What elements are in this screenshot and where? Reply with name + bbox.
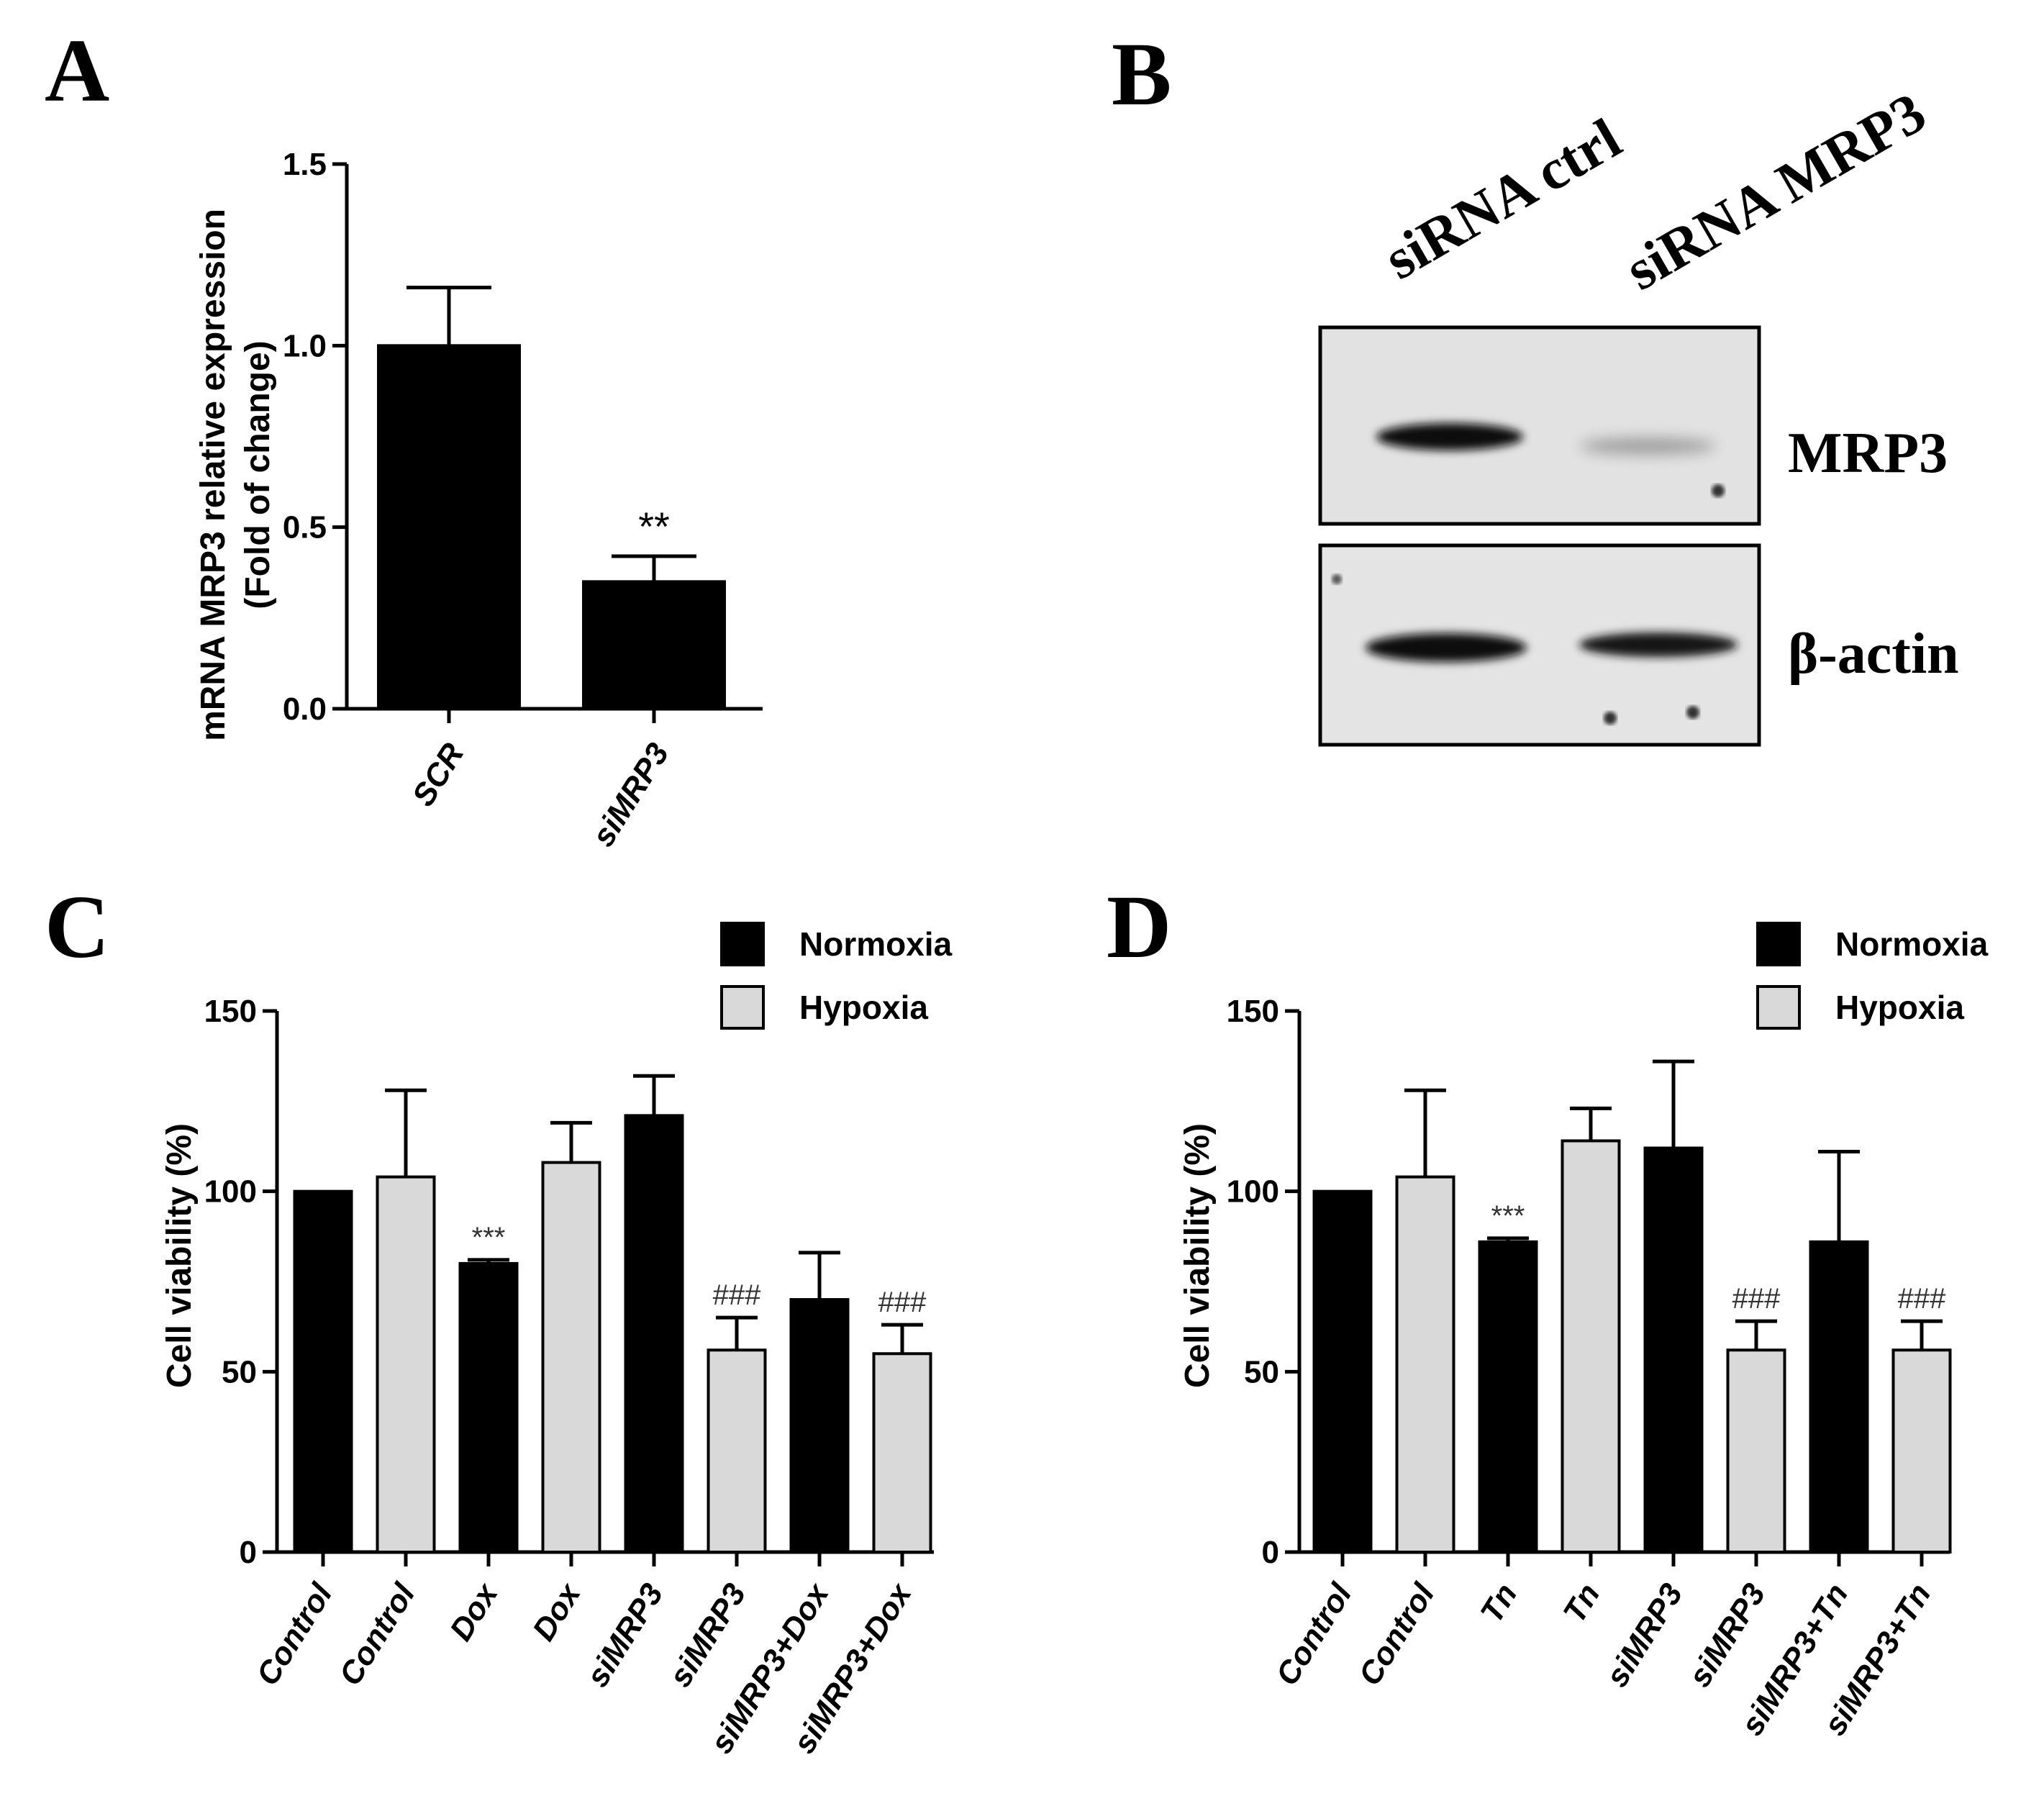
panel-letter-b: B: [1112, 25, 1171, 124]
bar-normoxia: [1643, 1146, 1704, 1554]
bar-hypoxia: [872, 1352, 932, 1554]
panel-letter-a: A: [45, 22, 109, 121]
x-tick-label: siMRP3: [663, 1577, 753, 1693]
significance-marker: ###: [1732, 1283, 1781, 1315]
blot-speck: [1604, 712, 1617, 725]
y-tick-label: 0.5: [283, 510, 327, 545]
row-label-mrp3: MRP3: [1788, 422, 1948, 485]
y-axis-label-c: Cell viability (%): [160, 1123, 199, 1388]
bar-normoxia: [458, 1261, 519, 1554]
y-axis-label-a-line2: (Fold of change): [239, 340, 277, 609]
chart-c: Cell viability (%) 0 50 100 150 ControlContr…: [160, 922, 953, 1759]
bar-normoxia: [1478, 1240, 1538, 1554]
x-tick-label: siMRP3: [586, 737, 676, 853]
y-tick-label: 150: [204, 994, 257, 1029]
row-label-beta-actin: β-actin: [1788, 622, 1959, 686]
x-tick-label: Tn: [1556, 1577, 1607, 1629]
x-tick-label: Control: [332, 1577, 422, 1692]
significance-marker: ***: [472, 1222, 506, 1253]
band-mrp3-sirna: [1579, 438, 1716, 454]
y-tick-label: 150: [1227, 994, 1279, 1029]
bar-hypoxia: [1561, 1139, 1621, 1554]
legend-label-normoxia: Normoxia: [1835, 925, 1989, 963]
y-axis-label-a: mRNA MRP3 relative expression (Fold of c…: [194, 209, 277, 741]
y-axis-label-a-line1: mRNA MRP3 relative expression: [194, 209, 232, 741]
y-tick-label: 100: [204, 1174, 257, 1210]
bar-hypoxia: [707, 1348, 767, 1554]
significance-marker: ###: [878, 1287, 927, 1318]
panel-letter-d: D: [1107, 878, 1171, 977]
y-tick-label: 100: [1227, 1174, 1279, 1210]
legend-label-normoxia: Normoxia: [799, 925, 953, 963]
blot-speck: [1686, 706, 1699, 719]
bar-normoxia: [582, 580, 726, 710]
y-tick-label: 0: [240, 1535, 257, 1570]
band-actin-sirna: [1579, 632, 1738, 657]
bar-hypoxia: [1891, 1348, 1952, 1554]
blot-speck: [1712, 484, 1725, 497]
bar-normoxia: [1809, 1240, 1869, 1554]
y-tick-label: 1.0: [283, 328, 327, 363]
blot-speck: [1332, 574, 1342, 584]
panel-letter-c: C: [45, 878, 109, 977]
blot-frame-mrp3: [1318, 325, 1761, 526]
legend-swatch-hypoxia: [1756, 985, 1801, 1030]
legend-swatch-normoxia: [720, 922, 765, 966]
legend-swatch-normoxia: [1756, 922, 1801, 966]
x-tick-label: Dox: [526, 1577, 588, 1647]
x-tick-label: siMRP3: [1682, 1577, 1773, 1693]
bar-hypoxia: [1726, 1348, 1786, 1554]
x-tick-label: siMRP3: [580, 1577, 671, 1693]
y-axis-label-d: Cell viability (%): [1178, 1123, 1217, 1388]
bar-hypoxia: [541, 1161, 601, 1554]
legend-label-hypoxia: Hypoxia: [1835, 989, 1964, 1026]
bar-normoxia: [789, 1298, 850, 1554]
y-tick-label: 0.0: [283, 691, 327, 727]
x-tick-label: Dox: [443, 1577, 505, 1647]
y-tick-label: 50: [1244, 1354, 1279, 1389]
y-tick-label: 50: [222, 1354, 257, 1389]
band-mrp3-ctrl: [1376, 423, 1523, 450]
x-tick-label: Control: [1352, 1577, 1442, 1692]
x-tick-label: siMRP3: [1599, 1577, 1690, 1693]
bar-normoxia: [293, 1189, 353, 1554]
bar-hypoxia: [376, 1175, 436, 1554]
x-tick-label: Control: [1269, 1577, 1359, 1692]
x-tick-label: Tn: [1473, 1577, 1524, 1629]
y-tick-label: 1.5: [283, 147, 327, 182]
significance-marker: ###: [1898, 1283, 1946, 1315]
legend-label-hypoxia: Hypoxia: [799, 989, 928, 1026]
significance-marker: ###: [713, 1279, 761, 1311]
x-tick-label: SCR: [406, 737, 471, 812]
bar-normoxia: [1312, 1189, 1373, 1554]
bar-normoxia: [624, 1114, 684, 1554]
bar-normoxia: [377, 344, 521, 710]
bar-hypoxia: [1395, 1175, 1455, 1554]
legend-swatch-hypoxia: [720, 985, 765, 1030]
y-tick-label: 0: [1262, 1535, 1279, 1570]
significance-marker: ***: [1491, 1200, 1525, 1232]
significance-marker: **: [638, 504, 670, 549]
chart-d: Cell viability (%) 0 50 100 150 ControlContr…: [1178, 922, 1989, 1741]
chart-a: mRNA MRP3 relative expression (Fold of c…: [194, 147, 763, 853]
lane-label-sirna-ctrl: siRNA ctrl: [1374, 106, 1632, 291]
band-actin-ctrl: [1366, 633, 1527, 662]
x-tick-label: Control: [250, 1577, 340, 1692]
lane-label-sirna-mrp3: siRNA MRP3: [1615, 81, 1936, 302]
western-blot: siRNA ctrl siRNA MRP3 MRP3 β-actin: [1318, 81, 1959, 747]
